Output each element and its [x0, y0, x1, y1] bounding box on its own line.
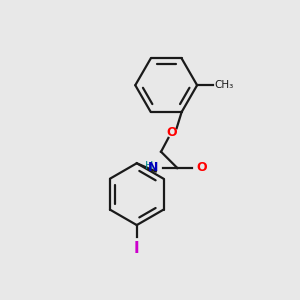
Text: N: N [148, 161, 158, 174]
Text: CH₃: CH₃ [214, 80, 234, 90]
Text: H: H [144, 161, 153, 172]
Text: O: O [196, 161, 207, 174]
Text: O: O [166, 126, 177, 139]
Text: I: I [134, 241, 140, 256]
